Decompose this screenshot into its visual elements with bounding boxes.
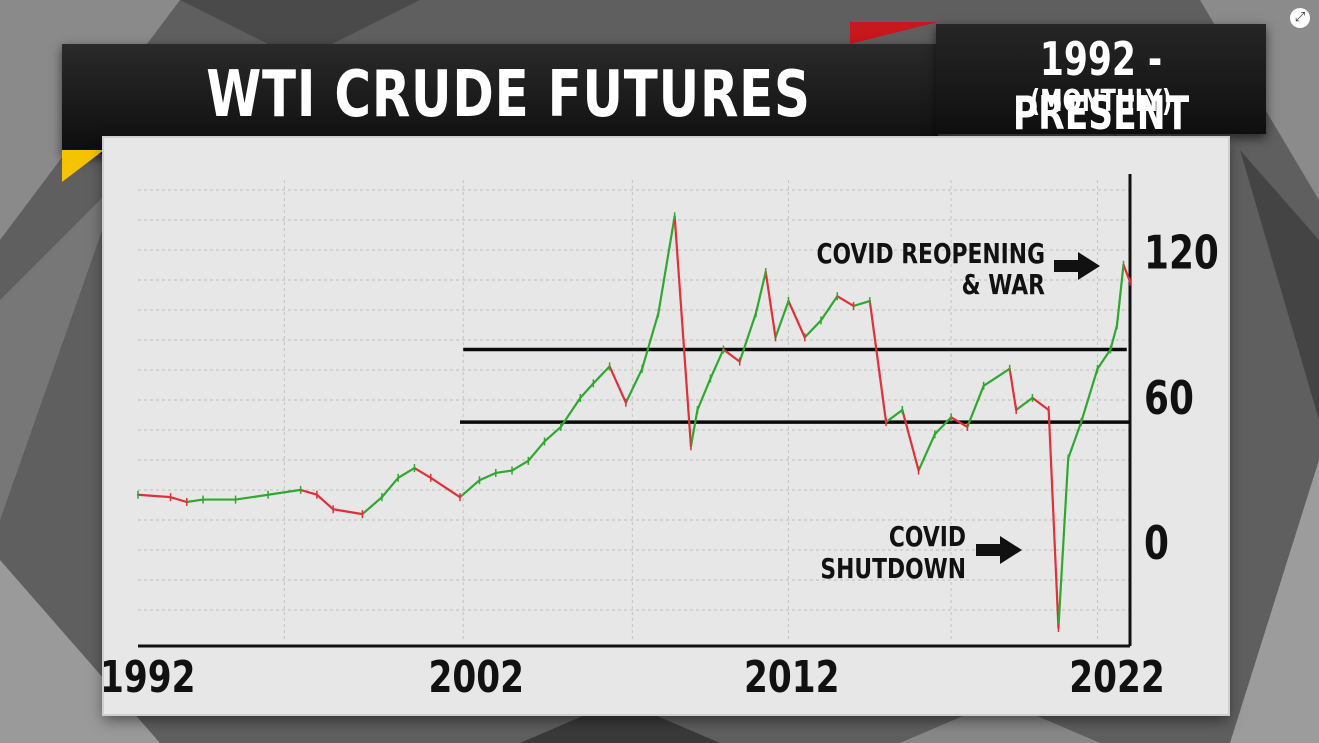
price-segment xyxy=(709,348,725,380)
price-segment xyxy=(689,408,699,448)
price-segment xyxy=(458,479,481,499)
y-tick-label: 0 xyxy=(1144,517,1169,571)
price-segment xyxy=(1008,367,1018,412)
price-segment xyxy=(169,496,188,504)
arrow-right-icon xyxy=(976,536,1022,564)
price-segment xyxy=(413,467,432,479)
price-segment xyxy=(884,408,904,424)
price-segment xyxy=(234,493,270,501)
price-segment xyxy=(185,498,205,504)
price-segment xyxy=(966,384,985,429)
annotation-text: SHUTDOWN xyxy=(820,552,966,584)
price-segment xyxy=(754,270,767,315)
price-segment xyxy=(852,299,871,307)
price-segment xyxy=(917,433,936,472)
price-segment xyxy=(982,367,1011,387)
price-segment xyxy=(1031,396,1050,412)
price-segment xyxy=(950,416,969,429)
date-range-box: 1992 - PRESENT (MONTHLY) xyxy=(936,24,1266,140)
price-segment xyxy=(774,299,790,339)
price-segment xyxy=(878,372,888,424)
chart-panel: 1992 2002 2012 2022 0 60 120 COVID REOPENING & W… xyxy=(104,138,1228,714)
price-segment xyxy=(527,440,546,462)
price-segment xyxy=(836,295,855,307)
price-segment xyxy=(641,312,660,370)
price-segment xyxy=(1109,324,1119,351)
price-segment xyxy=(315,493,335,511)
frequency-label: (MONTHLY) xyxy=(1029,84,1173,119)
price-segment xyxy=(624,367,644,404)
price-segment xyxy=(579,382,595,399)
x-tick-label: 2022 xyxy=(1069,652,1164,703)
price-segment xyxy=(819,295,839,322)
price-segment xyxy=(299,488,318,496)
price-segment xyxy=(901,408,920,472)
price-segment xyxy=(1067,421,1083,460)
price-segment xyxy=(1015,396,1034,412)
red-accent-tab xyxy=(850,22,938,44)
price-segment xyxy=(1047,408,1060,629)
price-segment xyxy=(510,459,530,472)
price-segment xyxy=(696,377,712,412)
price-segment xyxy=(1096,348,1112,370)
y-tick-label: 120 xyxy=(1144,226,1219,280)
price-segment xyxy=(478,471,497,482)
title-banner: WTI CRUDE FUTURES xyxy=(62,44,938,154)
price-segment xyxy=(543,425,562,443)
y-tick-label: 60 xyxy=(1144,372,1194,426)
price-segment xyxy=(1057,457,1070,629)
expand-arrows-icon[interactable]: ⤢ xyxy=(1290,8,1310,28)
price-segment xyxy=(397,467,416,479)
price-segment xyxy=(657,215,676,315)
x-tick-label: 2012 xyxy=(744,652,839,703)
price-segment xyxy=(559,396,582,429)
price-chart: 1992 2002 2012 2022 0 60 120 COVID REOPENING& W… xyxy=(104,174,1219,703)
price-segment xyxy=(494,469,514,475)
arrow-right-icon xyxy=(1054,252,1100,280)
yellow-accent-tab xyxy=(62,150,104,182)
price-segment xyxy=(764,270,777,339)
price-segment xyxy=(673,215,686,356)
price-segment xyxy=(136,493,172,499)
price-segment xyxy=(429,476,462,499)
annotation-text: COVID xyxy=(889,520,966,552)
price-segment xyxy=(868,299,881,375)
price-segment xyxy=(266,488,302,496)
price-segment xyxy=(332,508,364,516)
price-segment xyxy=(608,365,627,404)
price-segment xyxy=(683,353,693,448)
price-segment xyxy=(738,312,758,363)
price-segment xyxy=(361,496,384,516)
price-segment xyxy=(380,476,400,499)
price-segment xyxy=(722,348,741,363)
price-segment xyxy=(1080,367,1099,424)
annotation-text: COVID REOPENING xyxy=(817,237,1045,269)
price-segment xyxy=(1122,263,1132,283)
price-segment xyxy=(787,299,806,339)
price-segment xyxy=(592,365,611,385)
price-segment xyxy=(803,319,823,339)
chart-title: WTI CRUDE FUTURES xyxy=(206,58,811,132)
x-tick-label: 2002 xyxy=(429,652,524,703)
annotation-text: & WAR xyxy=(962,268,1045,300)
price-segment xyxy=(933,416,953,436)
price-segment xyxy=(1115,263,1125,327)
x-tick-label: 1992 xyxy=(104,652,195,703)
date-range-label: 1992 - PRESENT xyxy=(1012,32,1190,140)
